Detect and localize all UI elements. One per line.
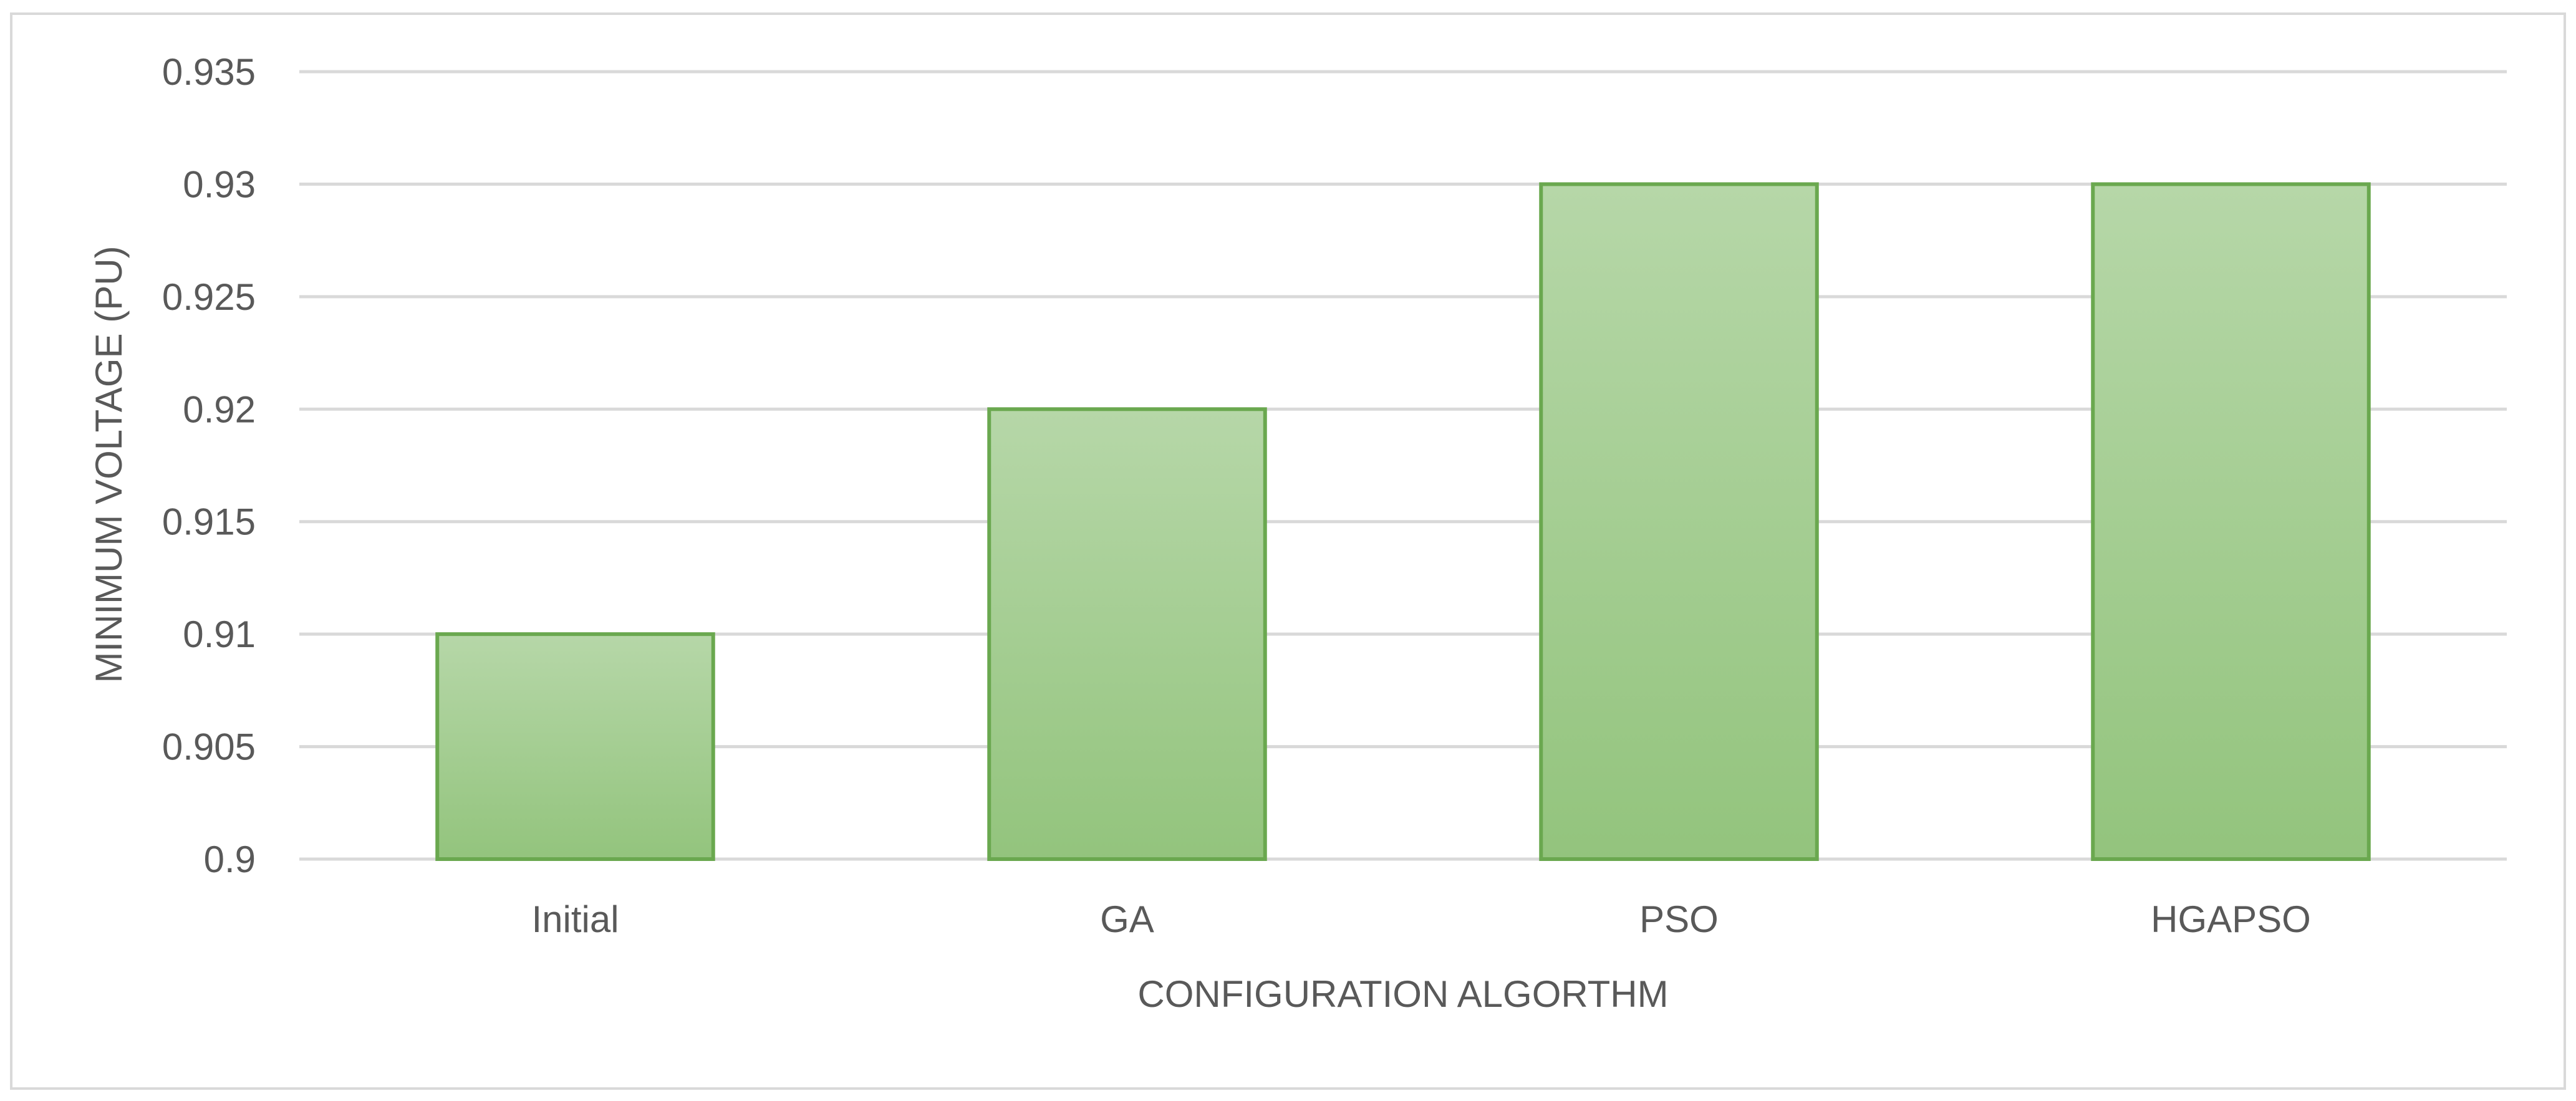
y-tick-label: 0.9 [204, 839, 256, 880]
bar-initial [435, 632, 715, 862]
x-axis-tick-labels: Initial GA PSO HGAPSO [531, 898, 2310, 940]
y-tick-label: 0.905 [162, 726, 256, 768]
bar-ga [987, 407, 1267, 861]
x-axis-title: CONFIGURATION ALGORTHM [1137, 973, 1668, 1015]
y-tick-label: 0.925 [162, 276, 256, 318]
y-axis-title: MINIMUM VOLTAGE (PU) [88, 246, 130, 683]
bars [435, 182, 2371, 862]
y-tick-label: 0.915 [162, 501, 256, 543]
bar-pso [1539, 182, 1819, 861]
y-tick-label: 0.91 [183, 613, 256, 655]
x-tick-label: Initial [531, 898, 619, 940]
x-tick-label: PSO [1639, 898, 1719, 940]
y-axis-tick-labels: 0.9 0.905 0.91 0.915 0.92 0.925 0.93 0.935 [162, 51, 256, 880]
y-tick-label: 0.935 [162, 51, 256, 93]
y-tick-label: 0.93 [183, 163, 256, 205]
y-tick-label: 0.92 [183, 388, 256, 430]
bar-hgapso [2091, 182, 2371, 861]
x-tick-label: GA [1100, 898, 1154, 940]
x-tick-label: HGAPSO [2151, 898, 2311, 940]
